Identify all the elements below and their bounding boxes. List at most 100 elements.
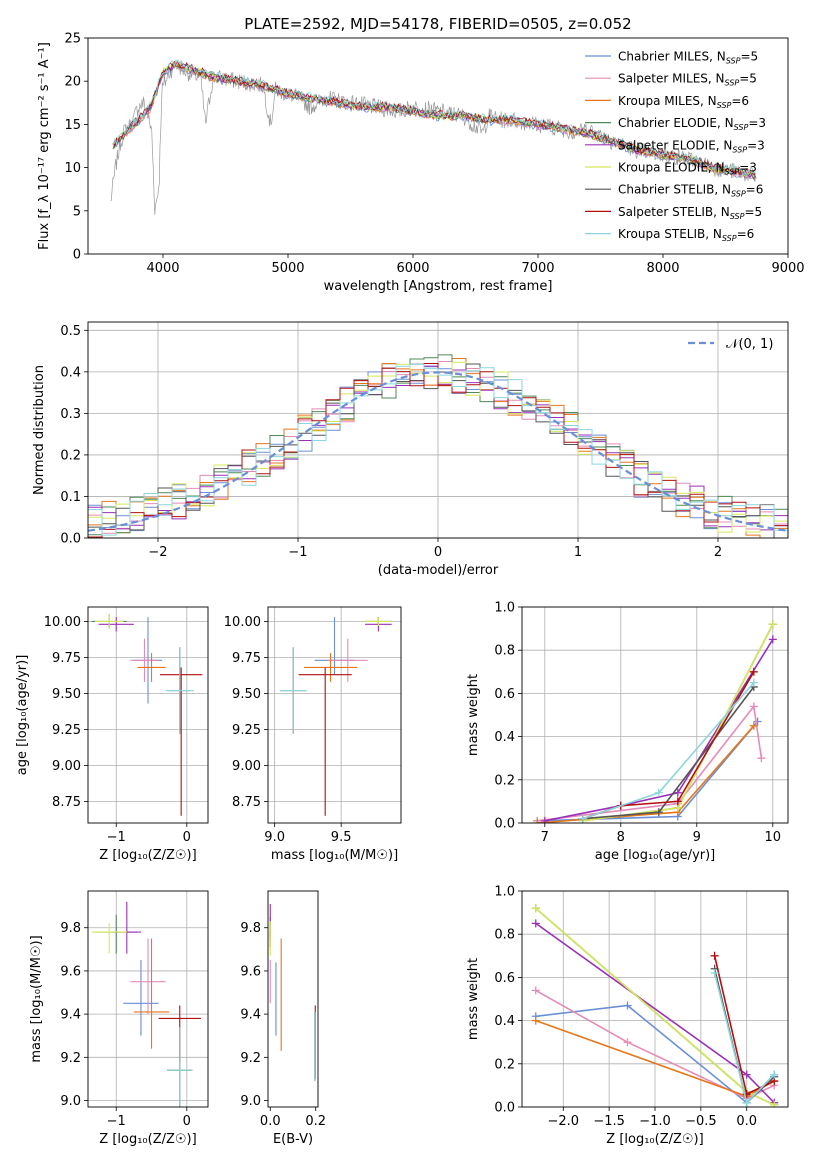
residual-histogram [88, 354, 788, 536]
series-marker [749, 678, 758, 687]
mass-weight-vs-Z-panel: −2.0 −1.5 −1.0 −0.5 0.0 0.0 0.2 0.4 0.6 0.8 1.0 Z [… [466, 885, 789, 1147]
axes-frame [87, 37, 789, 255]
x-tick-label: 8 [617, 830, 625, 845]
series-marker [623, 1001, 632, 1010]
series-marker [654, 808, 663, 817]
legend-entry: Salpeter STELIB, NSSP=5 [618, 205, 762, 221]
x-axis-label: age [log₁₀(age/yr)] [595, 848, 716, 863]
x-axis-label: Z [log₁₀(Z/Z☉)] [606, 1132, 703, 1147]
x-axis-label: wavelength [Angstrom, rest frame] [324, 279, 553, 294]
axes-frame [87, 890, 209, 1108]
residual-histogram [88, 363, 788, 538]
legend-entry: Kroupa STELIB, NSSP=6 [618, 227, 754, 243]
residual-histogram [88, 363, 788, 536]
series-marker [768, 635, 777, 644]
x-axis-label: Z [log₁₀(Z/Z☉)] [99, 1132, 196, 1147]
x-tick-label: 1 [574, 545, 582, 560]
age-vs-Z-panel: −1 0 8.75 9.00 9.25 9.50 9.75 10.00 Z [log₁₀(Z/Z… [15, 606, 209, 863]
mass-vs-EBV-plot-area [269, 903, 316, 1082]
y-tick-label: 0.0 [60, 532, 81, 547]
y-tick-label: 0.5 [60, 324, 81, 339]
data-point [327, 638, 368, 682]
spectrum-plot-area [110, 59, 757, 215]
series-line [582, 682, 755, 820]
series-line [537, 704, 763, 822]
y-tick-label: 0.1 [60, 490, 81, 505]
legend-entry: Salpeter ELODIE, NSSP=3 [618, 138, 765, 154]
series-marker [749, 667, 758, 676]
age-vs-Z-plot-area [91, 614, 203, 816]
data-point [130, 638, 159, 682]
y-tick-label: 9.00 [232, 759, 261, 774]
age-vs-mass-panel: 9.0 9.5 8.75 9.00 9.25 9.50 9.75 10.00 mass [log… [224, 606, 402, 863]
series-marker [673, 788, 682, 797]
x-tick-label: 9 [693, 830, 701, 845]
x-tick-label: 7000 [521, 261, 554, 276]
legend-entry: 𝒩(0, 1) [726, 337, 773, 352]
axes-frame [267, 890, 319, 1108]
series-marker [749, 702, 758, 711]
x-tick-label: 8000 [646, 261, 679, 276]
legend-entry: Kroupa MILES, NSSP=6 [618, 94, 749, 110]
axes-frame [87, 606, 209, 824]
data-point [98, 617, 134, 632]
panels: 4000 5000 6000 7000 8000 90000510152025wavele… [15, 32, 805, 1148]
x-tick-label: −1.5 [593, 1114, 625, 1129]
y-tick-label: 25 [64, 32, 81, 47]
y-tick-label: 10 [64, 161, 81, 176]
residuals-panel: −2 −1 0 1 2 0.0 0.1 0.2 0.3 0.4 0.5 (data-model)/er… [32, 321, 789, 578]
y-tick-label: 9.50 [232, 687, 261, 702]
model-spectrum-line [112, 62, 756, 178]
series-marker [531, 986, 540, 995]
series-marker [540, 816, 549, 823]
age-vs-mass-plot-area [279, 617, 392, 816]
series-marker [768, 620, 777, 629]
y-tick-label: 8.75 [52, 795, 81, 810]
legend-entry: Kroupa ELODIE, NSSP=3 [618, 161, 757, 177]
data-point [133, 938, 170, 1049]
y-tick-label: 9.00 [52, 759, 81, 774]
data-point [298, 667, 352, 816]
axes-frame [87, 321, 789, 539]
series-marker [742, 1098, 751, 1107]
x-tick-label: 2 [714, 545, 722, 560]
x-tick-label: −2 [148, 545, 167, 560]
y-tick-label: 9.75 [52, 651, 81, 666]
y-tick-label: 9.2 [60, 1051, 81, 1066]
y-tick-label: 9.25 [52, 723, 81, 738]
x-tick-label: 9.5 [331, 830, 352, 845]
x-tick-label: 0.0 [260, 1114, 281, 1129]
axes-frame [521, 606, 789, 824]
y-tick-label: 9.4 [60, 1008, 81, 1023]
data-point [365, 617, 392, 626]
x-tick-label: 6000 [396, 261, 429, 276]
series-line [537, 725, 755, 823]
mass-vs-EBV-panel: 0.0 0.2 9.0 9.2 9.4 9.6 9.8 E(B-V) [240, 890, 326, 1147]
series-marker [770, 1070, 779, 1079]
y-tick-label: 0.2 [494, 773, 515, 788]
y-tick-label: 0.3 [60, 407, 81, 422]
series-marker [578, 814, 587, 823]
series-line [535, 989, 775, 1100]
mass-weight-vs-age-panel: 7 8 9 10 0.0 0.2 0.4 0.6 0.8 1.0 age [log₁₀(age/yr… [466, 601, 789, 863]
legend-entry: Salpeter MILES, NSSP=5 [618, 72, 757, 88]
y-tick-label: 0.0 [494, 817, 515, 832]
figure-title: PLATE=2592, MJD=54178, FIBERID=0505, z=0… [244, 15, 631, 33]
y-axis-label: mass weight [466, 674, 481, 756]
y-axis-label: Flux [f_λ 10⁻¹⁷ erg cm⁻² s⁻¹ A⁻¹] [37, 42, 52, 250]
residual-histogram [88, 361, 788, 537]
y-tick-label: 0.8 [494, 644, 515, 659]
mass-vs-Z-plot-area [91, 901, 201, 1107]
x-axis-label: Z [log₁₀(Z/Z☉)] [99, 848, 196, 863]
x-tick-label: 0 [183, 830, 191, 845]
series-marker [757, 754, 766, 763]
x-tick-label: 4000 [146, 261, 179, 276]
y-tick-label: 9.2 [240, 1051, 261, 1066]
axes-frame [267, 606, 402, 824]
series-marker [533, 819, 542, 823]
x-tick-label: −1 [107, 1114, 126, 1129]
y-tick-label: 9.50 [52, 687, 81, 702]
y-tick-label: 8.75 [232, 795, 261, 810]
y-tick-label: 0.4 [60, 365, 81, 380]
residual-histogram [88, 358, 788, 538]
